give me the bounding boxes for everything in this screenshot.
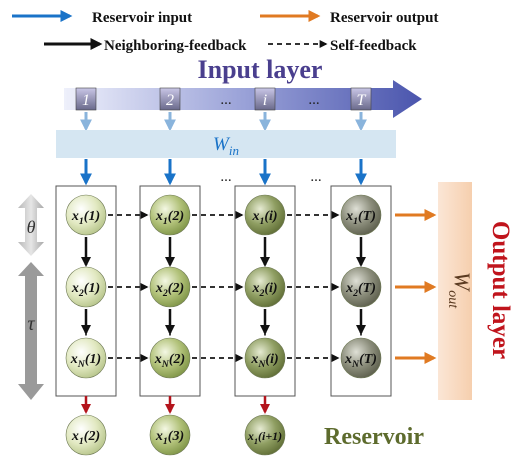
win-label-sub: in [229,143,239,158]
neuron-node: x2(T) [340,266,382,308]
next-node-label: x1(2) [71,429,100,447]
neuron-node: x2(1) [65,266,107,308]
input-layer-band [64,80,422,118]
output-layer-title: Output layer [487,221,514,359]
reservoir-column-T: ⋮ x1(T) x2(T) xN(T) [330,185,392,397]
legend-reservoir-output-label: Reservoir output [330,10,438,26]
reservoir-columns: ⋮ x1(1) x2(1) xN(1) ⋮ x1(2) x2(2) xN(2) ⋮ x1(i) x2… [55,185,392,397]
time-step-label-i: i [263,92,267,109]
tau-arrow [18,262,44,400]
legend: Reservoir input Reservoir output Neighbo… [12,10,438,54]
win-label-main: W [213,134,231,155]
neuron-node: x1(i) [244,194,286,236]
input-ellipsis-left: ... [220,92,231,108]
win-band [56,130,396,158]
win-label: Win [213,134,239,158]
input-time-steps: 1 2 i T [75,87,372,111]
wout-label: Wout [445,272,475,309]
neuron-label: x1(1) [71,209,100,227]
vertical-ellipsis: ⋮ [257,321,273,338]
neuron-label: x2(2) [155,281,184,299]
wout-label-sub: out [445,290,460,309]
neuron-node: xN(T) [340,337,382,379]
neuron-label: x2(1) [71,281,100,299]
time-step-label-T: T [357,92,367,109]
self-feedback-arrows [108,211,340,362]
neuron-node: x2(i) [244,266,286,308]
neuron-label: xN(T) [344,352,377,370]
legend-neighboring-feedback-label: Neighboring-feedback [104,38,247,54]
neuron-label: xN(i) [250,352,278,370]
neuron-node: x1(2) [149,194,191,236]
neuron-node: x1(T) [340,194,382,236]
vertical-ellipsis: ⋮ [78,321,94,338]
neuron-label: x1(T) [345,209,376,227]
input-layer-title: Input layer [198,55,323,84]
time-step-box-1: 1 [75,87,97,111]
reservoir-input-arrows [80,159,367,186]
neuron-node: x2(2) [149,266,191,308]
neuron-node: x1(1) [65,194,107,236]
reservoir-output-arrows [395,209,437,364]
next-node-1: x1(2) [65,396,107,456]
time-step-box-i: i [254,87,276,111]
neuron-label: x1(i) [251,209,277,227]
theta-arrow [18,194,44,256]
input-ellipsis-right: ... [308,92,319,108]
neuron-label: xN(1) [70,352,101,370]
neuron-label: x1(2) [155,209,184,227]
next-step-nodes: x1(2) x1(3) x1(i+1) [65,396,286,456]
next-node-i: x1(i+1) [244,396,286,456]
time-step-box-2: 2 [159,87,181,111]
columns-ellipsis-a: ... [220,169,231,185]
time-step-box-T: T [350,87,372,111]
delay-axis: θ τ [18,194,44,400]
column-frame [330,185,392,397]
next-node-label: x1(i+1) [247,429,282,446]
neuron-node: xN(i) [244,337,286,379]
next-node-2: x1(3) [149,396,191,456]
legend-self-feedback-label: Self-feedback [330,38,417,54]
vertical-ellipsis: ⋮ [162,321,178,338]
input-to-win-arrows [80,112,367,132]
theta-label: θ [27,217,36,237]
neuron-label: xN(2) [154,352,185,370]
reservoir-column-1: ⋮ x1(1) x2(1) xN(1) [55,185,117,397]
time-step-label-2: 2 [166,92,174,109]
vertical-ellipsis: ⋮ [353,321,369,338]
neuron-node: xN(1) [65,337,107,379]
next-node-label: x1(3) [155,429,184,447]
tau-label: τ [27,313,35,335]
neuron-node: xN(2) [149,337,191,379]
columns-ellipsis-b: ... [310,169,321,185]
wout-label-main: W [450,272,475,292]
legend-reservoir-input-label: Reservoir input [92,10,192,26]
neuron-label: x2(i) [251,281,277,299]
reservoir-column-2: ⋮ x1(2) x2(2) xN(2) [139,185,201,397]
reservoir-title: Reservoir [324,424,424,450]
neuron-label: x2(T) [345,281,376,299]
time-step-label-1: 1 [82,92,90,109]
wout-band [438,182,472,400]
reservoir-column-i: ⋮ x1(i) x2(i) xN(i) [234,185,296,397]
